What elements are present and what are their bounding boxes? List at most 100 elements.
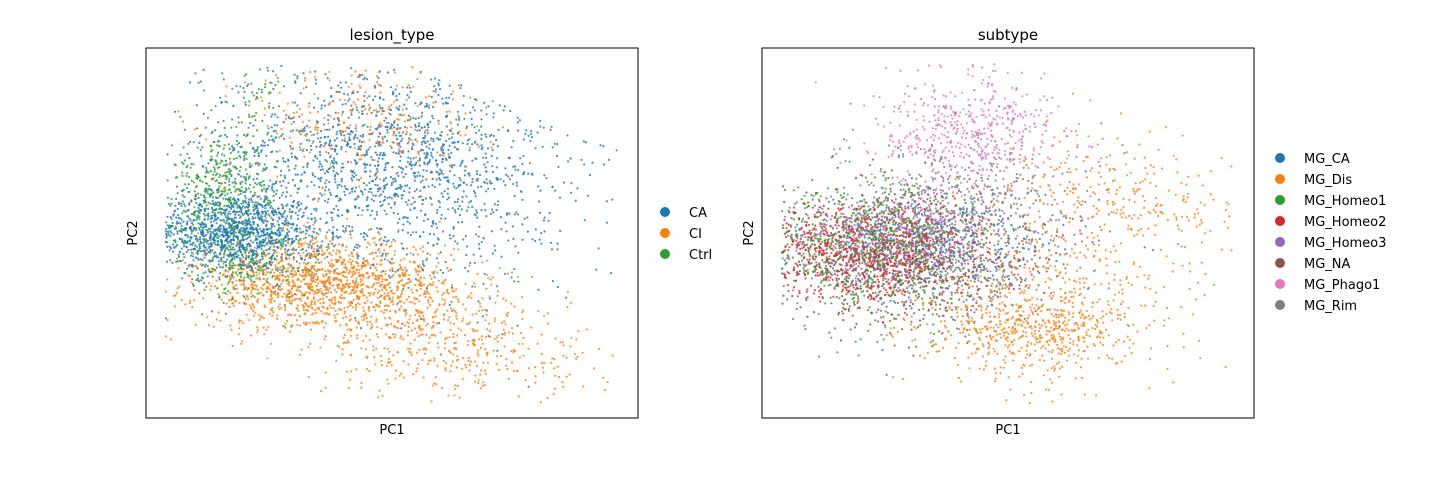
scatter-point	[561, 381, 564, 384]
scatter-point	[370, 323, 373, 326]
scatter-point	[493, 187, 496, 191]
scatter-point	[237, 91, 240, 94]
scatter-point	[405, 247, 409, 250]
scatter-point	[336, 152, 339, 155]
scatter-point	[195, 185, 198, 188]
scatter-point	[222, 301, 225, 304]
scatter-point	[291, 129, 294, 132]
scatter-point	[496, 203, 499, 207]
scatter-point	[334, 316, 337, 319]
scatter-point	[353, 159, 356, 162]
scatter-point	[412, 85, 415, 88]
scatter-point	[280, 127, 283, 131]
scatter-point	[232, 229, 235, 232]
scatter-point	[219, 162, 222, 165]
scatter-point	[265, 166, 268, 169]
scatter-point	[188, 156, 191, 160]
scatter-point	[316, 268, 320, 271]
scatter-point	[510, 146, 513, 149]
scatter-point	[247, 262, 250, 265]
scatter-point	[486, 361, 490, 364]
scatter-point	[453, 174, 456, 177]
scatter-point	[297, 309, 300, 312]
scatter-point	[207, 201, 210, 204]
scatter-point	[566, 134, 569, 137]
scatter-point	[383, 284, 386, 287]
scatter-point	[236, 224, 239, 227]
scatter-point	[277, 285, 280, 288]
scatter-point	[358, 158, 361, 161]
scatter-point	[184, 272, 187, 275]
scatter-point	[251, 201, 254, 204]
scatter-point	[374, 183, 377, 186]
scatter-point	[247, 113, 251, 116]
scatter-point	[227, 254, 230, 257]
scatter-point	[221, 230, 224, 233]
scatter-point	[199, 263, 202, 266]
scatter-point	[239, 215, 242, 218]
scatter-point	[219, 265, 222, 268]
scatter-point	[237, 268, 240, 271]
scatter-point	[253, 280, 256, 283]
scatter-point	[357, 264, 360, 267]
scatter-point	[441, 97, 444, 100]
scatter-point	[340, 289, 343, 292]
scatter-point	[541, 145, 544, 148]
scatter-point	[476, 321, 479, 324]
scatter-point	[174, 204, 177, 207]
scatter-point	[211, 200, 214, 203]
scatter-point	[415, 161, 418, 164]
scatter-point	[319, 217, 322, 220]
scatter-point	[354, 127, 357, 130]
scatter-point	[389, 108, 392, 111]
scatter-point	[467, 340, 470, 343]
scatter-point	[267, 237, 270, 240]
scatter-point	[340, 293, 343, 296]
scatter-point	[483, 202, 486, 205]
scatter-point	[263, 333, 266, 336]
scatter-point	[267, 127, 270, 130]
scatter-point	[229, 229, 232, 233]
scatter-point	[219, 252, 222, 256]
scatter-point	[255, 96, 258, 99]
scatter-point	[370, 156, 373, 159]
scatter-point	[447, 153, 450, 156]
scatter-point	[394, 311, 397, 314]
scatter-point	[502, 297, 505, 300]
scatter-point	[299, 133, 302, 136]
scatter-point	[436, 271, 439, 274]
scatter-point	[227, 200, 230, 203]
scatter-point	[384, 252, 387, 255]
scatter-point	[277, 287, 280, 290]
scatter-point	[197, 279, 200, 282]
scatter-point	[418, 294, 421, 297]
scatter-point	[218, 208, 221, 211]
scatter-point	[539, 189, 542, 192]
scatter-point	[389, 336, 392, 340]
scatter-point	[357, 111, 361, 114]
scatter-point	[205, 166, 208, 170]
scatter-point	[484, 208, 487, 212]
scatter-point	[406, 203, 409, 206]
scatter-point	[407, 330, 410, 333]
scatter-point	[418, 326, 421, 329]
scatter-point	[333, 117, 336, 120]
scatter-point	[341, 285, 344, 288]
scatter-point	[407, 347, 410, 350]
scatter-point	[194, 237, 197, 241]
scatter-point	[551, 357, 554, 360]
scatter-point	[192, 229, 195, 232]
scatter-point	[539, 401, 542, 404]
scatter-point	[313, 253, 316, 256]
scatter-point	[561, 341, 565, 344]
scatter-point	[422, 219, 426, 222]
scatter-point	[427, 363, 430, 366]
scatter-point	[464, 282, 467, 286]
scatter-point	[368, 320, 372, 324]
scatter-point	[184, 183, 187, 186]
scatter-point	[381, 364, 384, 367]
scatter-point	[314, 155, 317, 158]
scatter-point	[314, 255, 317, 258]
scatter-point	[478, 173, 482, 177]
scatter-point	[254, 283, 257, 287]
